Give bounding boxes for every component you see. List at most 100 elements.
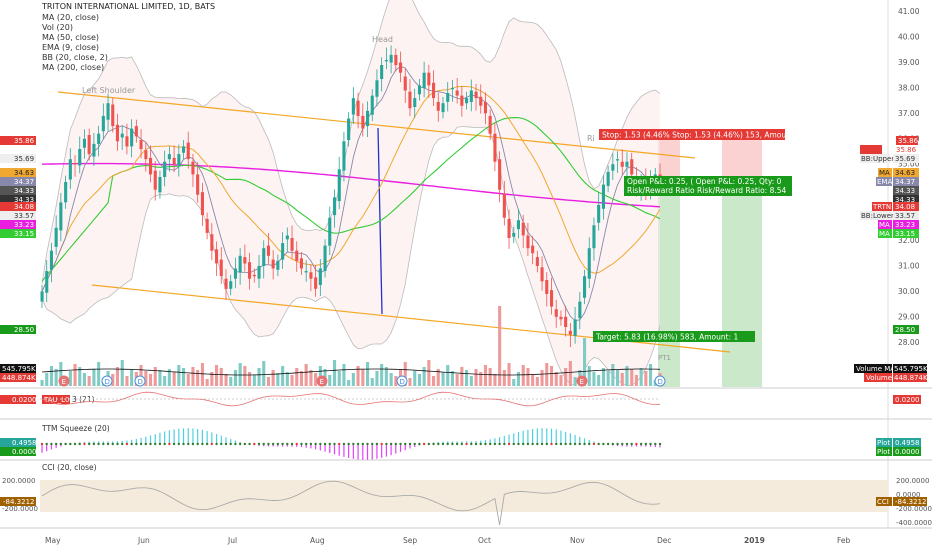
candle-body [502, 193, 506, 218]
candle-body [342, 141, 346, 171]
candle-body [224, 278, 228, 289]
volume-bar [200, 363, 204, 386]
legend-item[interactable]: MA (200, close) [42, 63, 104, 72]
volume-bar [540, 370, 544, 386]
volume-bar [611, 364, 615, 386]
candle-body [281, 243, 285, 260]
volume-bar [158, 370, 162, 386]
ttm-dot [545, 442, 548, 446]
tag-upper-b [860, 145, 882, 154]
dividend-marker[interactable] [134, 375, 146, 387]
candle-body [587, 248, 591, 279]
candle-body [49, 250, 53, 270]
ttm-dot [413, 442, 416, 446]
dividend-marker[interactable] [396, 375, 408, 387]
ltag-8-text: 33.57 [14, 212, 34, 220]
candle-body [333, 197, 337, 216]
volume-bar [49, 366, 53, 386]
cci-tick-4: -400.0000 [896, 519, 932, 527]
candle-body [64, 182, 68, 203]
ttm-dot [573, 442, 577, 446]
volume-bar [167, 369, 171, 386]
volume-bar [78, 367, 82, 386]
candle-body [134, 126, 138, 137]
taul-left-value: 0.0200 [12, 396, 37, 404]
volume-bar [630, 369, 634, 386]
ttm-dot [281, 442, 284, 446]
cci-tick-3: -200.0000 [896, 505, 932, 513]
tag-stop-right [896, 136, 918, 145]
ltag-1 [0, 136, 36, 145]
candle-body [436, 101, 440, 111]
tag-ema-label-text: EMA [877, 178, 892, 186]
time-tick: Oct [478, 536, 491, 545]
legend-item[interactable]: EMA (9, close) [42, 43, 99, 52]
price-tick: 38.00 [898, 83, 920, 92]
ttm-dot [267, 442, 270, 446]
ttm-dot [644, 442, 648, 446]
candle-body [115, 124, 119, 142]
volume-bar [333, 360, 337, 386]
earnings-marker[interactable] [576, 375, 588, 387]
ttm-dot [512, 442, 515, 446]
legend-item[interactable]: Vol (20) [42, 23, 73, 32]
candle-body [526, 235, 530, 249]
ltag-4-text: 34.37 [14, 178, 34, 186]
candle-body [403, 76, 407, 91]
legend-item[interactable]: MA (20, close) [42, 13, 99, 22]
volume-bar [516, 372, 520, 386]
legend-item[interactable]: MA (50, close) [42, 33, 99, 42]
ttm-dot [385, 442, 388, 446]
cci-right-value: -84.3212 [895, 498, 926, 506]
stop-tag[interactable] [599, 129, 785, 140]
candle-body [578, 301, 582, 319]
right-value-tags: 35.86 35.86 BB:Upper 35.69 MA 34.63 EMA … [854, 136, 928, 382]
ltag-vol2 [0, 373, 36, 382]
event-letter: E [320, 378, 324, 386]
cci-label-tag [876, 497, 892, 506]
volume-bar [59, 362, 63, 386]
right-shoulder-label: Ri [587, 134, 595, 143]
candle-body [554, 309, 558, 317]
candle-body [535, 257, 539, 266]
dividend-marker[interactable] [654, 375, 666, 387]
price-tick: 31.00 [898, 261, 920, 270]
ttm-dot [295, 442, 298, 446]
open-pl-tag[interactable] [624, 176, 792, 196]
volume-bar [337, 371, 341, 386]
ttm-dot [314, 442, 317, 446]
ttm-dot [248, 442, 251, 446]
volume-bar [252, 375, 256, 386]
tag-close-b-text: 34.33 [895, 196, 915, 204]
dividend-marker[interactable] [101, 375, 113, 387]
volume-bar [266, 377, 270, 386]
ttm-dot [276, 442, 280, 446]
candle-body [540, 267, 544, 282]
ttm-dot [474, 442, 478, 446]
candle-body [347, 118, 351, 141]
tag-ma-text: 34.63 [895, 169, 915, 177]
candle-body [507, 218, 511, 238]
cci-tick-left-3: -200.0000 [2, 505, 38, 513]
candle-body [276, 260, 280, 270]
volume-bar [465, 370, 469, 386]
candle-body [601, 184, 605, 209]
legend-item[interactable]: BB (20, close, 2) [42, 53, 108, 62]
candle-body [271, 259, 275, 269]
ttm-dot [130, 442, 133, 446]
volume-bar [531, 374, 535, 386]
ttm-dot [611, 442, 615, 446]
earnings-marker[interactable] [316, 375, 328, 387]
ttm-dot [40, 442, 44, 446]
volume-bar [356, 366, 360, 386]
earnings-marker[interactable] [58, 375, 70, 387]
volume-bar [347, 380, 351, 386]
ttm-dot [498, 442, 501, 446]
volume-bar [498, 306, 502, 386]
candle-body [531, 245, 535, 254]
target-tag[interactable] [593, 331, 755, 342]
price-tick: 37.00 [898, 109, 920, 118]
volume-bar [389, 373, 393, 386]
